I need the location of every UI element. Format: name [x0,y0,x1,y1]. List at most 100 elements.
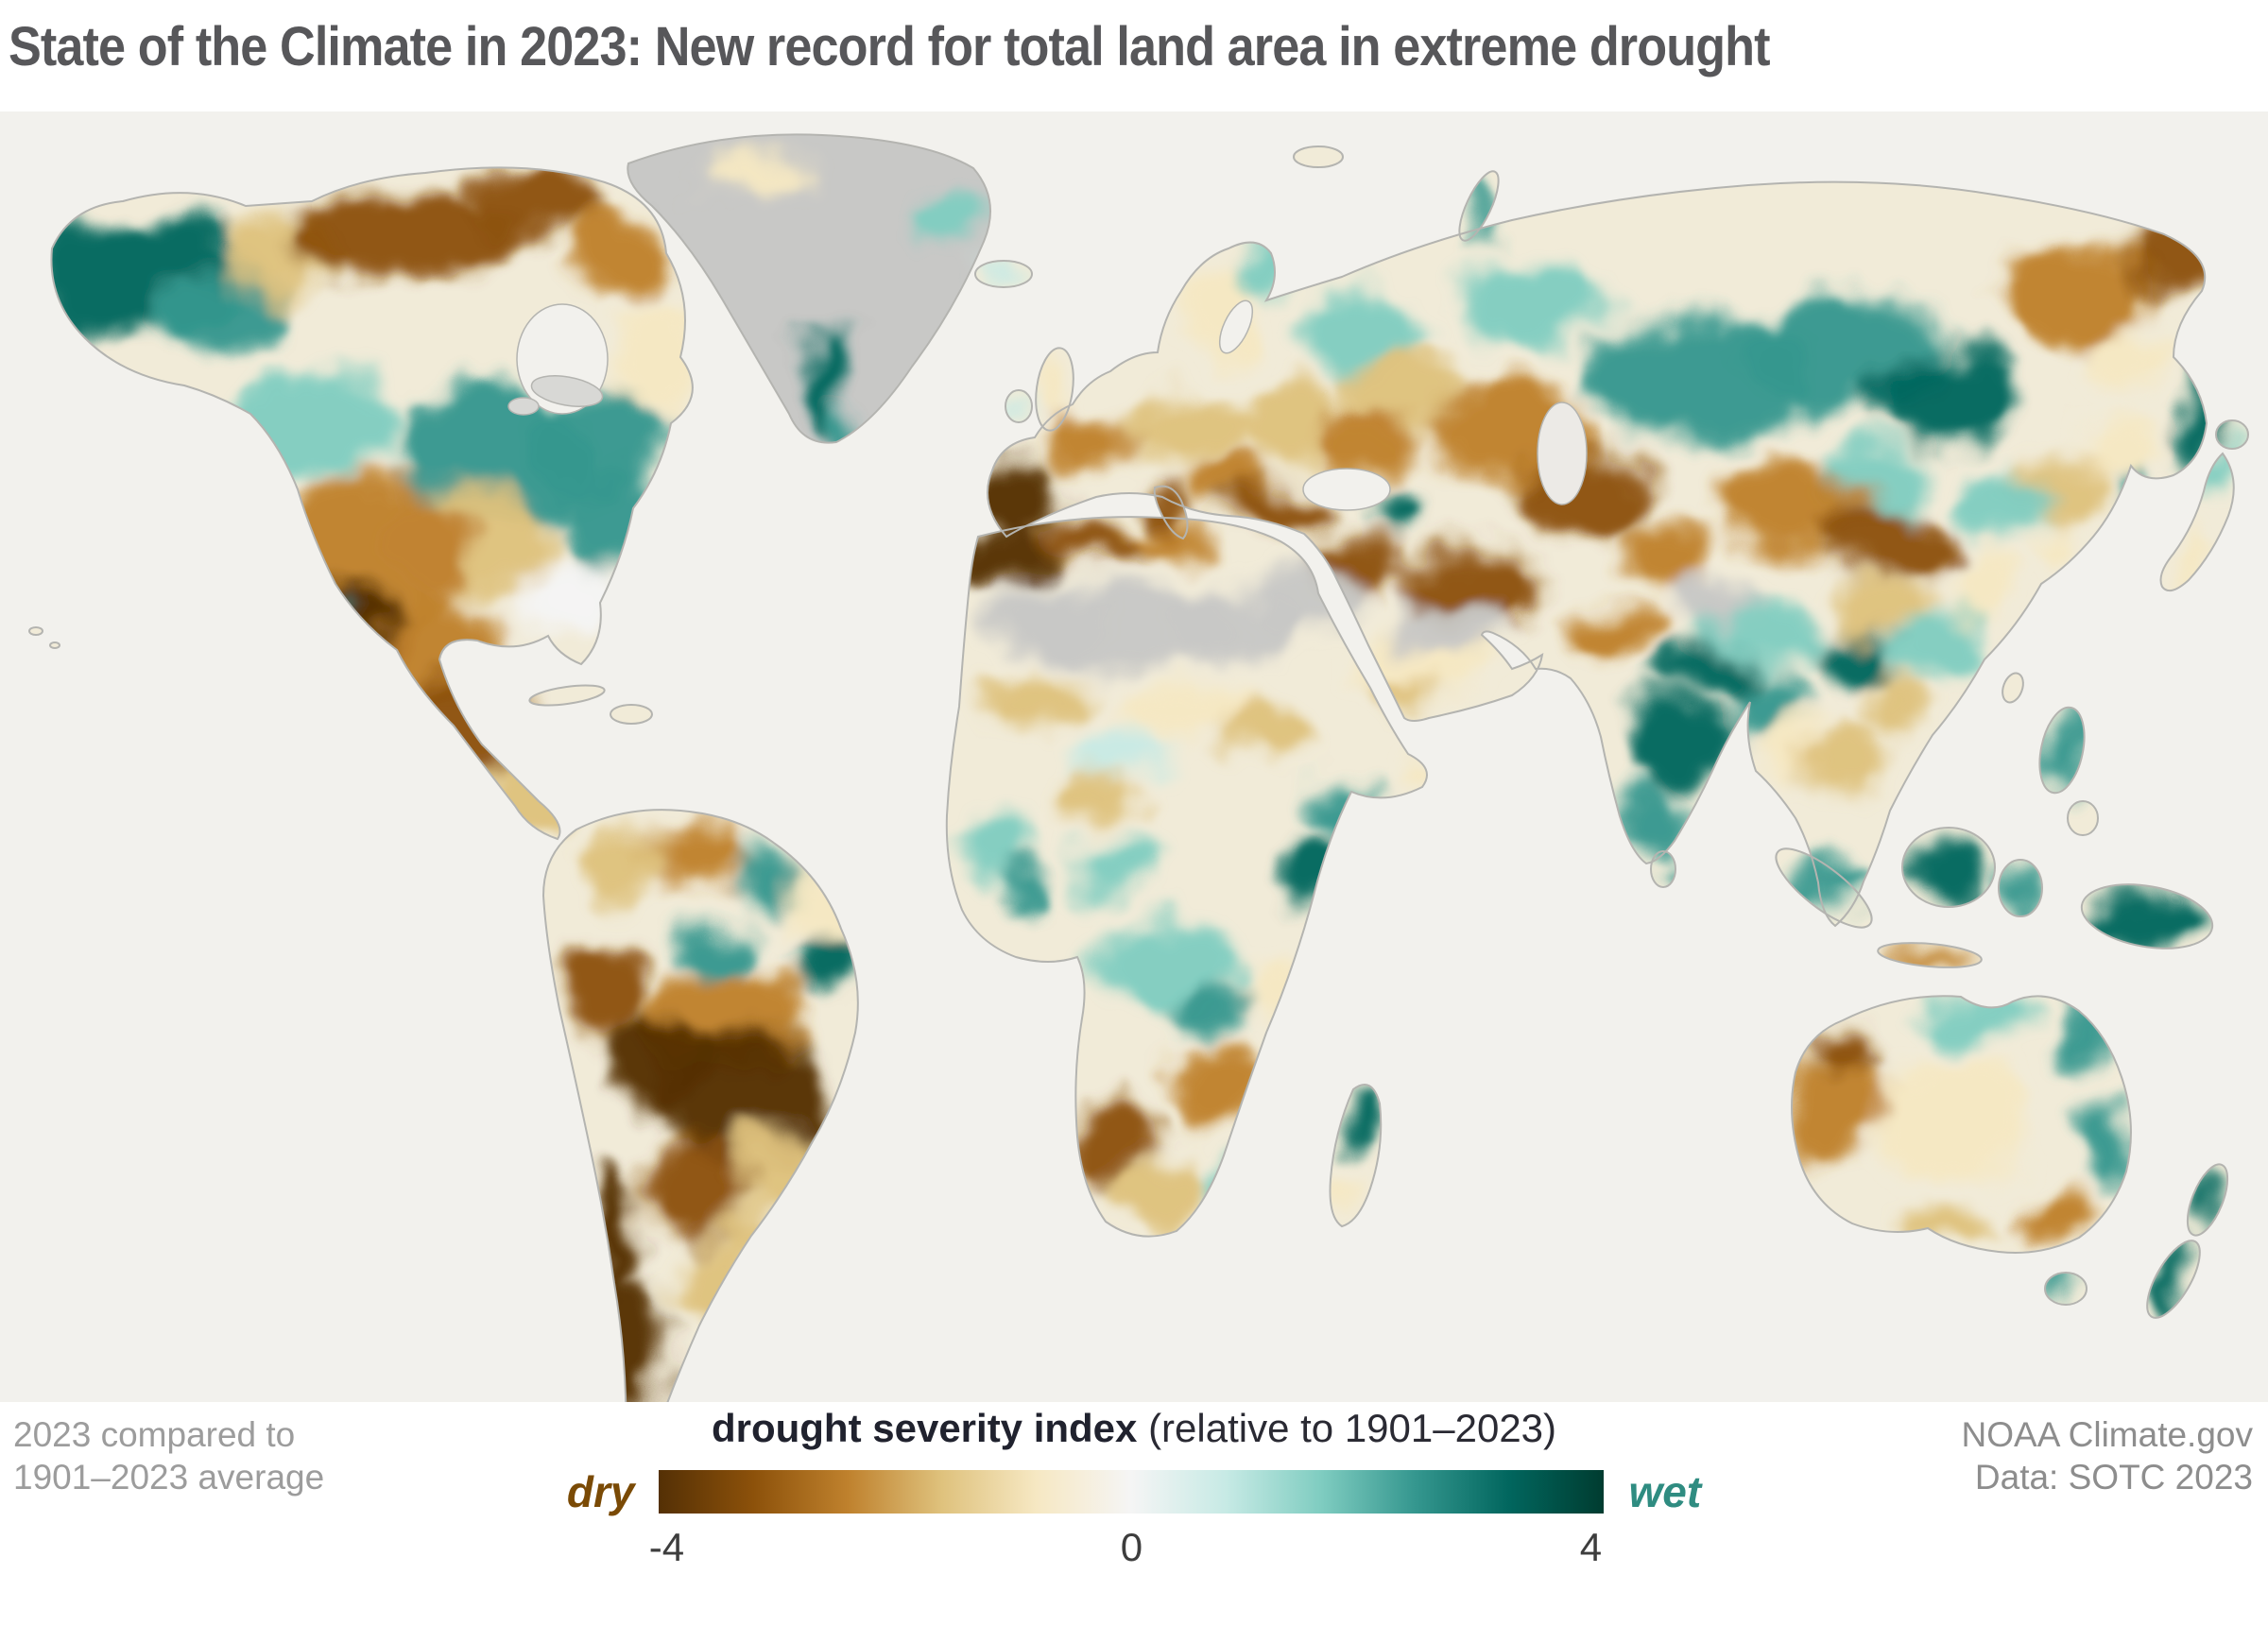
region-iceland-wet [979,263,1028,285]
world-drought-map [28,133,2249,1402]
ireland-coastline [1005,389,1033,423]
black-sea [1302,468,1391,511]
region-uruguay-dry [727,1208,776,1254]
region-central-europe-dry [1123,395,1240,463]
greenland-coastline [627,133,991,444]
region-venezuela-dry [637,828,747,881]
region-zambia-dry [1170,1052,1268,1127]
region-sri-lanka-wet [1653,854,1674,884]
great-lakes-2 [507,397,540,416]
region-madagascar-south-dry [1328,1175,1356,1221]
dry-label: dry [566,1467,635,1516]
caspian-sea [1537,402,1588,505]
region-italy-dry [1152,484,1197,533]
water-overlays [507,299,1588,511]
hawaii-2-coastline [49,641,60,649]
region-new-guinea-wet [2086,890,2208,943]
tick-min: -4 [648,1525,685,1569]
region-n-argentina-dry [646,1139,745,1238]
attribution-source: NOAA Climate.gov [1961,1415,2253,1454]
region-sudan-dry [1223,707,1310,763]
region-ireland-wet [1007,393,1030,419]
region-ontario-wet [533,395,662,493]
colorbar-gradient [659,1470,1605,1514]
region-mongolia-dry [1718,465,1873,552]
region-central-china-dry [1841,576,1920,629]
svalbard-land [1294,146,1343,167]
region-greenland-west-wet [805,324,843,447]
region-east-africa-wet [1280,838,1366,906]
region-lena-wet [1879,351,2015,449]
eurasia-coastline [987,180,2208,928]
region-nigeria-dry [1062,772,1130,821]
region-tarim-dry [1614,525,1712,586]
region-australia-center-dry [1869,1059,2024,1176]
madagascar-coastline [1329,1084,1383,1228]
australia-coastline [1791,995,2132,1254]
iceland-coastline [974,260,1033,288]
region-ne-china-wet [1960,474,2047,542]
britain-coastline [1035,347,1074,432]
mindanao-coastline [2067,800,2099,836]
colorbar-wrap: -4 0 4 [649,1470,1605,1569]
great-lakes-1 [530,375,604,407]
cuba-coastline [528,684,606,707]
region-socal-wet [304,607,342,645]
south-america-coastline [541,809,859,1402]
region-nw-amazon-wet [674,919,753,976]
region-greenland-ne-wet [911,197,983,249]
region-volga-dry [1325,412,1416,476]
sumatra-coastline [1775,847,1873,929]
italy-coastline [1153,485,1189,540]
region-india-wet [1624,696,1741,783]
region-himalaya-wet [1657,644,1755,690]
region-cameroon-wet [1078,843,1143,892]
region-cape-york-wet [2052,1008,2097,1076]
nz-north-island-coastline [2186,1163,2229,1237]
tick-mid: 0 [1120,1525,1143,1569]
region-bolivia-dry [612,1019,711,1103]
page-title: State of the Climate in 2023: New record… [9,16,1771,77]
region-okhotsk-dry [2077,413,2156,481]
region-sahara-no-data-3 [986,584,1108,650]
region-sahel-wet-specks [1075,735,1174,773]
region-east-brazil-wet [796,932,852,1001]
japan-coastline [2159,452,2235,592]
hawaii-1-coastline [28,626,43,636]
sulawesi-coastline [1998,859,2043,917]
hokkaido-land [2216,420,2248,449]
hokkaido-coastline [2215,419,2249,450]
nz-south-island-coastline [2146,1240,2201,1319]
mindanao-land [2068,801,2098,835]
region-west-africa-wet [957,812,1037,876]
region-java-dry [1882,945,1977,966]
region-nw-canada-dry [288,192,506,277]
legend-title: drought severity index (relative to 1901… [472,1406,1796,1451]
novaya-zemlya-coastline [1458,170,1500,242]
region-ne-siberia-dry [1997,244,2152,342]
region-greenland-north-dry [695,155,817,197]
region-tasmania-wet [2049,1274,2083,1303]
tick-max: 4 [1579,1525,1603,1569]
region-egypt-no-data [1260,562,1358,634]
hispaniola-land [610,705,652,724]
comparison-note-line1: 2023 compared to [13,1415,296,1454]
region-se-australia-dry [2017,1184,2104,1240]
region-east-china-dry [1940,555,2019,623]
java-coastline [1877,942,1983,968]
region-central-america-dry [484,758,575,830]
region-kolyma-dry [2087,325,2166,385]
region-thailand-dry [1807,726,1882,805]
region-namibia-dry [1077,1098,1153,1185]
cuba-land [529,685,605,706]
region-yemen-dry [1385,684,1435,714]
hawaii-2-land [50,642,60,648]
philippines-coastline [2038,706,2086,795]
tasmania-coastline [2044,1272,2088,1306]
hawaii-1-land [29,627,43,635]
region-west-sahel-dry [985,677,1094,727]
baltic-sea [1218,299,1254,354]
region-south-africa-dry [1121,1155,1204,1223]
region-north-australia-wet [1926,996,2024,1045]
